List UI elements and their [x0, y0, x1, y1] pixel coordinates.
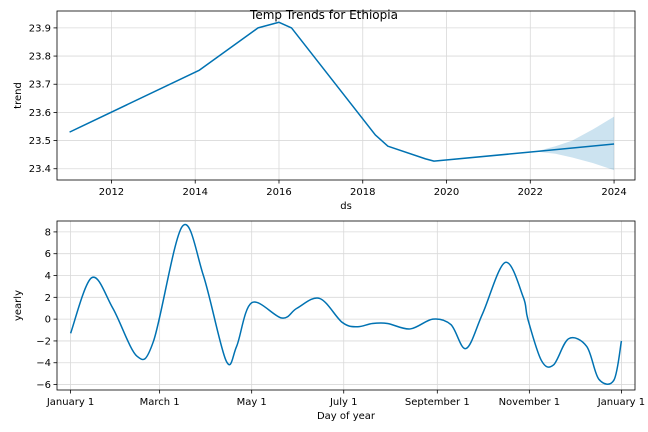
yearly-ytick-label: 8	[45, 227, 51, 238]
trend-ytick-label: 23.8	[29, 52, 51, 63]
yearly-series-line	[69, 223, 623, 385]
figure-title: Temp Trends for Ethiopia	[249, 8, 398, 22]
trend-ytick-label: 23.4	[29, 164, 51, 175]
trend-yaxis-label: trend	[13, 82, 24, 109]
trend-ytick-label: 23.9	[29, 23, 51, 34]
yearly-ytick-label: −2	[36, 336, 51, 347]
yearly-xaxis-label: Day of year	[317, 411, 376, 422]
yearly-ytick-label: 4	[45, 271, 51, 282]
trend-xtick-label: 2022	[518, 187, 543, 198]
yearly-axes-frame	[56, 220, 636, 391]
yearly-ytick-label: 2	[45, 293, 51, 304]
yearly-yaxis-label: yearly	[13, 290, 24, 321]
trend-xtick-label: 2012	[99, 187, 124, 198]
trend-panel: 2012 2014 2016 2018 2020 2022 2024 23.4 23.5 23.6…	[13, 10, 636, 212]
yearly-ytick-label: −4	[36, 358, 51, 369]
trend-series-line	[69, 21, 615, 162]
trend-xtick-label: 2024	[601, 187, 626, 198]
yearly-xtick-label: May 1	[237, 397, 267, 408]
yearly-xtick-label: March 1	[140, 397, 180, 408]
trend-xtick-label: 2020	[434, 187, 459, 198]
trend-axes-frame	[56, 10, 636, 181]
yearly-ytick-label: 0	[45, 315, 51, 326]
yearly-xtick-label: January 1	[46, 397, 94, 408]
yearly-ytick-label: 6	[45, 249, 51, 260]
trend-uncertainty-band	[538, 116, 615, 171]
trend-xtick-label: 2018	[350, 187, 375, 198]
trend-xaxis-label: ds	[340, 201, 352, 212]
trend-xtick-label: 2014	[182, 187, 207, 198]
yearly-xtick-label: September 1	[405, 397, 470, 408]
trend-ytick-label: 23.6	[29, 108, 51, 119]
yearly-xtick-label: July 1	[329, 397, 358, 408]
yearly-xtick-label: January 1	[597, 397, 645, 408]
trend-ytick-label: 23.7	[29, 80, 51, 91]
yearly-ytick-label: −6	[36, 380, 51, 391]
trend-ytick-label: 23.5	[29, 136, 51, 147]
trend-xtick-label: 2016	[266, 187, 291, 198]
yearly-panel: January 1 March 1 May 1 July 1 September 1 No…	[13, 220, 645, 422]
yearly-xtick-label: November 1	[499, 397, 561, 408]
